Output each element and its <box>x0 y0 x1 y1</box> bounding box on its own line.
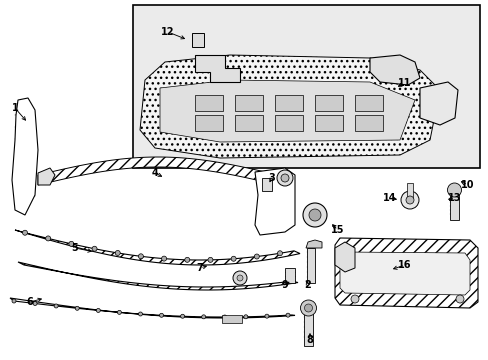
Text: 4: 4 <box>151 168 158 178</box>
Circle shape <box>184 257 189 262</box>
Polygon shape <box>369 55 419 85</box>
Circle shape <box>159 313 163 317</box>
Polygon shape <box>18 262 297 290</box>
Circle shape <box>405 196 413 204</box>
Circle shape <box>45 236 51 241</box>
Polygon shape <box>12 98 38 215</box>
Circle shape <box>308 209 320 221</box>
Bar <box>304 308 312 346</box>
Text: 3: 3 <box>268 173 275 183</box>
Bar <box>314 115 342 131</box>
Circle shape <box>201 315 205 319</box>
Text: 11: 11 <box>397 78 411 88</box>
Circle shape <box>447 183 461 197</box>
Circle shape <box>304 304 312 312</box>
Polygon shape <box>254 168 294 235</box>
Circle shape <box>33 302 37 306</box>
Bar <box>133 5 479 168</box>
Bar <box>274 95 303 111</box>
Bar <box>192 33 203 47</box>
Bar <box>235 115 263 131</box>
Circle shape <box>276 170 292 186</box>
Text: 6: 6 <box>26 297 33 307</box>
Circle shape <box>244 315 247 319</box>
Circle shape <box>237 275 243 281</box>
Polygon shape <box>15 230 299 265</box>
Text: 9: 9 <box>281 280 288 290</box>
Circle shape <box>350 295 358 303</box>
Bar <box>285 268 294 283</box>
Bar <box>222 315 242 323</box>
Circle shape <box>254 254 259 259</box>
Bar <box>274 115 303 131</box>
Circle shape <box>285 313 289 317</box>
Circle shape <box>232 271 246 285</box>
Text: 15: 15 <box>330 225 344 235</box>
Circle shape <box>223 315 226 319</box>
Circle shape <box>400 191 418 209</box>
Circle shape <box>22 230 27 235</box>
Polygon shape <box>38 168 55 185</box>
Polygon shape <box>334 238 477 308</box>
Circle shape <box>231 256 236 261</box>
Text: 8: 8 <box>306 335 313 345</box>
Text: 13: 13 <box>447 193 461 203</box>
Text: 10: 10 <box>460 180 474 190</box>
Polygon shape <box>10 298 294 318</box>
Circle shape <box>264 314 268 318</box>
Circle shape <box>161 256 166 261</box>
Bar <box>262 178 271 191</box>
Polygon shape <box>38 157 278 185</box>
Circle shape <box>281 174 288 182</box>
Circle shape <box>96 309 100 312</box>
Text: 1: 1 <box>12 103 19 113</box>
Circle shape <box>115 251 120 256</box>
Bar <box>354 95 382 111</box>
Circle shape <box>117 310 121 314</box>
Circle shape <box>455 295 463 303</box>
Text: 14: 14 <box>383 193 396 203</box>
Circle shape <box>138 312 142 316</box>
Bar <box>406 183 412 200</box>
Bar <box>235 95 263 111</box>
Circle shape <box>92 246 97 251</box>
Bar <box>314 95 342 111</box>
Text: 7: 7 <box>196 263 203 273</box>
Circle shape <box>207 257 212 262</box>
Text: 16: 16 <box>397 260 411 270</box>
Polygon shape <box>339 252 469 295</box>
Circle shape <box>303 203 326 227</box>
Circle shape <box>75 306 79 310</box>
Polygon shape <box>140 55 439 158</box>
Polygon shape <box>160 80 414 142</box>
Circle shape <box>277 251 282 256</box>
Bar <box>449 190 458 220</box>
Bar <box>306 248 314 283</box>
Circle shape <box>54 304 58 308</box>
Bar <box>195 95 223 111</box>
Circle shape <box>12 299 16 303</box>
Bar <box>354 115 382 131</box>
Polygon shape <box>419 82 457 125</box>
Circle shape <box>300 300 316 316</box>
Text: 5: 5 <box>71 243 78 253</box>
Polygon shape <box>195 55 240 82</box>
Text: 12: 12 <box>161 27 174 37</box>
Text: 2: 2 <box>304 280 311 290</box>
Polygon shape <box>305 240 321 248</box>
Circle shape <box>69 241 74 246</box>
Circle shape <box>138 254 143 259</box>
Polygon shape <box>334 242 354 272</box>
Circle shape <box>180 314 184 318</box>
Bar <box>195 115 223 131</box>
